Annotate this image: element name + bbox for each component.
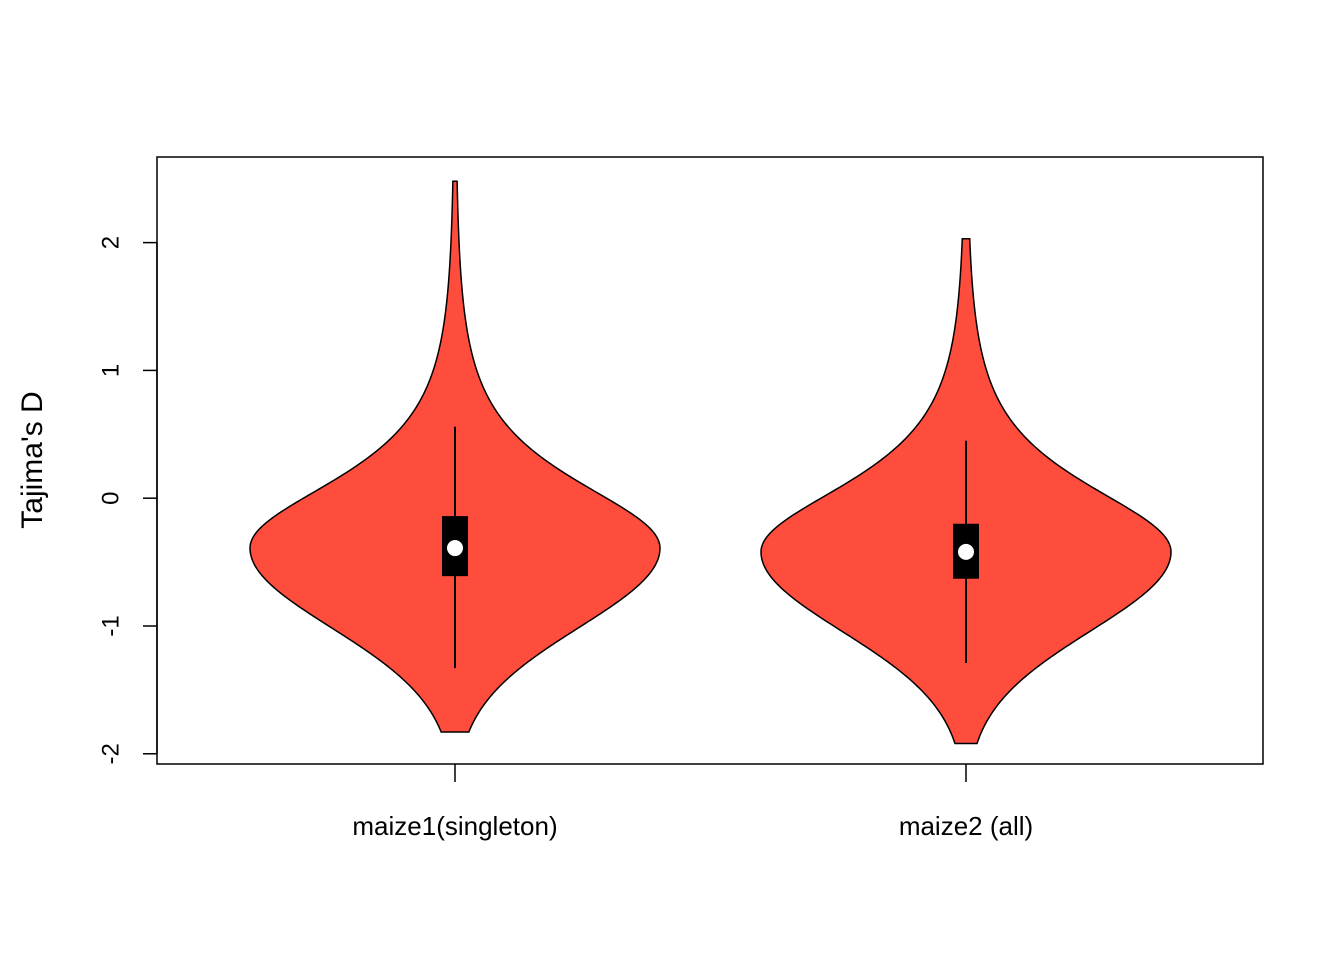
- x-axis: maize1(singleton) maize2 (all): [352, 764, 1033, 841]
- y-axis: -2 -1 0 1 2: [97, 236, 158, 764]
- x-category-label: maize1(singleton): [352, 811, 557, 841]
- y-tick-label: 0: [97, 492, 124, 505]
- y-axis-title: Tajima's D: [16, 391, 49, 528]
- median-point-1: [447, 540, 463, 557]
- y-tick-label: 1: [97, 364, 124, 377]
- y-tick-label: -1: [97, 615, 124, 636]
- x-category-label: maize2 (all): [899, 811, 1033, 841]
- median-point-2: [958, 543, 974, 560]
- boxes-layer: [442, 426, 979, 669]
- y-tick-label: -2: [97, 743, 124, 764]
- y-tick-label: 2: [97, 236, 124, 249]
